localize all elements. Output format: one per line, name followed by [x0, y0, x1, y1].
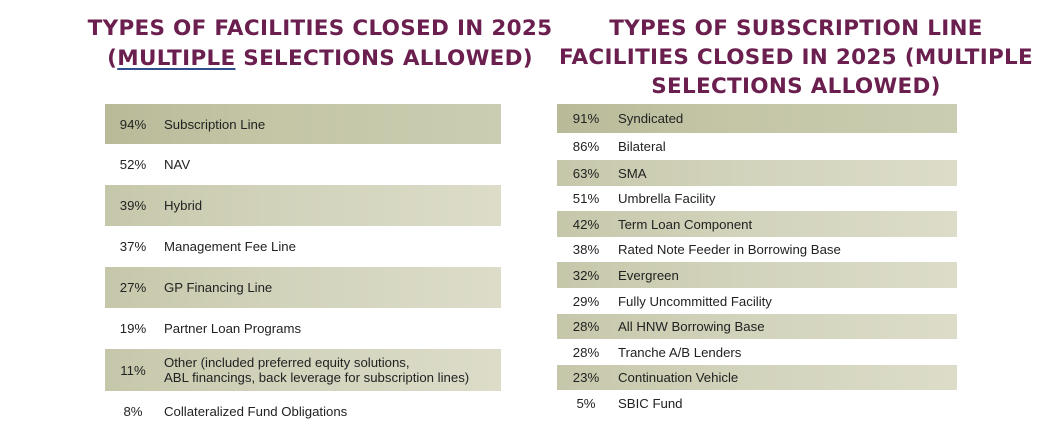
facilities-title-part-rest: SELECTIONS ALLOWED) — [235, 46, 533, 71]
subscription-type-row-label: Tranche A/B Lenders — [615, 345, 957, 360]
subscription-title-line-3: SELECTIONS ALLOWED) — [651, 74, 941, 99]
facility-row-label-text: Other (included preferred equity solutio… — [164, 355, 410, 370]
subscription-type-row-label-text: Bilateral — [618, 139, 666, 154]
facility-row-label: Other (included preferred equity solutio… — [161, 355, 501, 385]
subscription-type-row: 29% Fully Uncommitted Facility — [557, 288, 957, 314]
subscription-type-row-label: Evergreen — [615, 268, 957, 283]
facility-row-label-text: Hybrid — [164, 198, 203, 213]
facilities-title-line-2: (MULTIPLE SELECTIONS ALLOWED) — [0, 44, 640, 74]
facility-row-label-text: Subscription Line — [164, 116, 266, 132]
facility-row: 8% Collateralized Fund Obligations — [105, 391, 501, 432]
facilities-title-part-open: ( — [107, 46, 118, 71]
facility-row-label: Partner Loan Programs — [161, 321, 501, 336]
facility-row-percent: 27% — [119, 280, 147, 295]
facility-row-percent: 52% — [119, 157, 147, 172]
subscription-type-row-percent: 28% — [572, 344, 600, 360]
facility-row-label-text: Management Fee Line — [164, 239, 296, 254]
subscription-type-row-label: Umbrella Facility — [615, 191, 957, 206]
facility-row-percent: 8% — [123, 404, 143, 419]
facilities-title-line-1: TYPES OF FACILITIES CLOSED IN 2025 — [87, 16, 553, 41]
subscription-type-row-percent: 28% — [572, 319, 600, 334]
subscription-type-row-label: Bilateral — [615, 139, 957, 154]
subscription-type-row-percent: 5% — [576, 395, 596, 411]
subscription-type-row-label-text: Tranche A/B Lenders — [618, 344, 742, 360]
facility-row: 94% Subscription Line — [105, 104, 501, 144]
facility-row: 19% Partner Loan Programs — [105, 308, 501, 349]
subscription-type-row-label-text: All HNW Borrowing Base — [618, 319, 765, 334]
subscription-type-row-percent: 38% — [572, 242, 600, 257]
subscription-type-row-label-text: Fully Uncommitted Facility — [618, 293, 772, 309]
subscription-type-row-label-text: Term Loan Component — [618, 216, 753, 232]
subscription-type-row-percent: 91% — [572, 111, 600, 126]
subscription-type-row: 63% SMA — [557, 160, 957, 186]
subscription-type-row-percent: 86% — [572, 139, 600, 154]
subscription-title-line-2: FACILITIES CLOSED IN 2025 (MULTIPLE — [558, 45, 1034, 70]
subscription-type-row: 51% Umbrella Facility — [557, 186, 957, 211]
subscription-type-row-percent: 51% — [572, 191, 600, 206]
facility-row-label: GP Financing Line — [161, 280, 501, 295]
subscription-type-row-label: Fully Uncommitted Facility — [615, 294, 957, 309]
facility-row-label: Subscription Line — [161, 117, 501, 132]
facility-row: 11% Other (included preferred equity solu… — [105, 349, 501, 391]
subscription-type-row: 42% Term Loan Component — [557, 211, 957, 237]
subscription-type-row: 23% Continuation Vehicle — [557, 365, 957, 390]
facility-row: 27% GP Financing Line — [105, 267, 501, 308]
facility-row-percent: 11% — [120, 362, 146, 378]
subscription-type-row-label-text: Rated Note Feeder in Borrowing Base — [618, 242, 841, 257]
facility-row: 52% NAV — [105, 144, 501, 185]
facility-row-label-text-2: ABL financings, back leverage for subscr… — [164, 370, 470, 385]
subscription-type-row: 32% Evergreen — [557, 262, 957, 288]
subscription-type-row-label: Continuation Vehicle — [615, 370, 957, 385]
facility-row: 37% Management Fee Line — [105, 226, 501, 267]
facility-row-label-text: NAV — [164, 157, 191, 172]
subscription-type-row: 28% Tranche A/B Lenders — [557, 339, 957, 365]
facility-row-percent: 39% — [119, 198, 147, 213]
subscription-panel-title: TYPES OF SUBSCRIPTION LINE FACILITIES CL… — [540, 14, 1052, 101]
facilities-panel-title: TYPES OF FACILITIES CLOSED IN 2025 (MULT… — [0, 14, 640, 74]
subscription-type-row: 28% All HNW Borrowing Base — [557, 314, 957, 339]
subscription-type-row-label-text: Syndicated — [618, 111, 684, 126]
subscription-type-row-percent: 63% — [572, 165, 600, 181]
subscription-type-row: 91% Syndicated — [557, 104, 957, 133]
subscription-type-row-label: All HNW Borrowing Base — [615, 319, 957, 334]
subscription-title-line-1: TYPES OF SUBSCRIPTION LINE — [609, 16, 983, 41]
facility-row-label: NAV — [161, 157, 501, 172]
subscription-type-row: 5% SBIC Fund — [557, 390, 957, 416]
facility-row-label-text: GP Financing Line — [164, 280, 273, 295]
subscription-type-row-percent: 32% — [572, 267, 600, 283]
facility-row-label: Collateralized Fund Obligations — [161, 404, 501, 419]
subscription-type-row-percent: 23% — [572, 370, 600, 385]
subscription-type-row: 38% Rated Note Feeder in Borrowing Base — [557, 237, 957, 262]
facility-row-label: Management Fee Line — [161, 239, 501, 254]
facility-row: 39% Hybrid — [105, 185, 501, 226]
subscription-type-row-label-text: SBIC Fund — [618, 395, 683, 411]
facility-row-percent: 94% — [119, 116, 147, 132]
facilities-title-part-multiple: MULTIPLE — [117, 46, 236, 71]
subscription-type-row-label: Syndicated — [615, 111, 957, 126]
subscription-type-row-label: Rated Note Feeder in Borrowing Base — [615, 242, 957, 257]
subscription-type-row: 86% Bilateral — [557, 133, 957, 160]
subscription-type-row-label: Term Loan Component — [615, 217, 957, 232]
facility-row-label-text: Collateralized Fund Obligations — [164, 404, 348, 419]
subscription-type-row-label-text: Evergreen — [618, 267, 679, 283]
subscription-type-row-label: SMA — [615, 166, 957, 181]
facility-row-label-text: Partner Loan Programs — [164, 321, 302, 336]
subscription-type-row-label: SBIC Fund — [615, 396, 957, 411]
subscription-type-row-label-text: Umbrella Facility — [618, 191, 716, 206]
subscription-type-row-percent: 42% — [572, 216, 600, 232]
facility-row-percent: 37% — [119, 239, 147, 254]
facility-row-label: Hybrid — [161, 198, 501, 213]
subscription-type-row-percent: 29% — [572, 293, 600, 309]
facility-row-percent: 19% — [119, 321, 147, 336]
subscription-type-row-label-text: Continuation Vehicle — [618, 370, 739, 385]
subscription-type-row-label-text: SMA — [618, 165, 647, 181]
